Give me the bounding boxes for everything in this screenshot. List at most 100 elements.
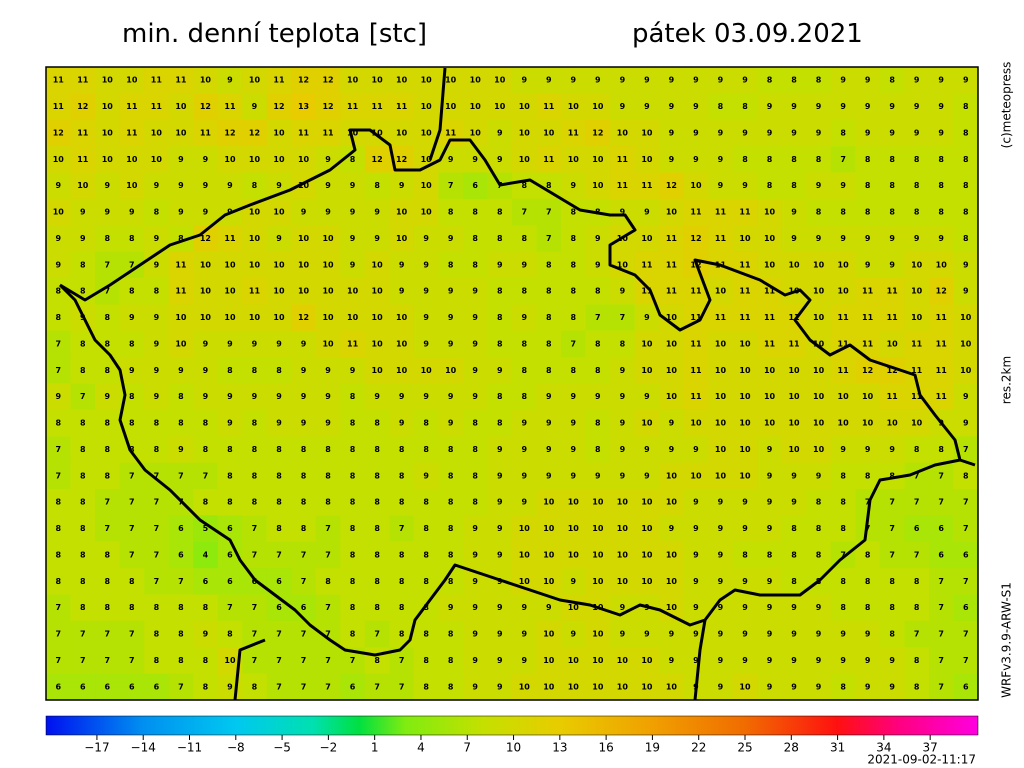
cell: [855, 304, 881, 332]
cell: [732, 119, 758, 147]
cell-value: 9: [399, 419, 405, 428]
cell-value: 9: [595, 260, 601, 269]
cell-value: 8: [472, 208, 478, 217]
cell: [168, 647, 194, 675]
cell-value: 10: [715, 287, 727, 296]
cell-value: 7: [203, 471, 209, 480]
cell: [193, 647, 219, 675]
cell-value: 9: [472, 550, 478, 559]
cell: [708, 489, 734, 516]
cell-value: 9: [521, 498, 527, 507]
cell-value: 9: [497, 128, 503, 137]
cell-value: 9: [325, 392, 331, 401]
cell: [119, 489, 145, 516]
cell-value: 9: [767, 524, 773, 533]
cell-value: 7: [252, 524, 258, 533]
cell: [830, 225, 856, 253]
cell-value: 8: [178, 656, 184, 665]
cell-value: 10: [224, 287, 236, 296]
cell-value: 7: [55, 445, 61, 454]
cell-value: 11: [838, 313, 850, 322]
cell: [413, 330, 439, 358]
cell-value: 10: [813, 313, 825, 322]
cell: [830, 436, 856, 464]
cell: [462, 304, 488, 332]
cell-value: 9: [472, 577, 478, 586]
cell: [732, 673, 758, 701]
cell-value: 8: [399, 550, 405, 559]
cell-value: 7: [55, 471, 61, 480]
cell: [389, 304, 415, 332]
cell: [610, 673, 636, 701]
cell: [70, 225, 96, 253]
cell: [168, 541, 194, 569]
cell-value: 10: [739, 471, 751, 480]
cell-value: 9: [448, 313, 454, 322]
cell-value: 9: [840, 181, 846, 190]
cell-value: 10: [470, 102, 482, 111]
cell-value: 10: [617, 260, 629, 269]
cell-value: 8: [718, 102, 724, 111]
cell: [119, 357, 145, 384]
cell-value: 9: [693, 128, 699, 137]
cell-value: 9: [154, 339, 160, 348]
cell-value: 8: [178, 234, 184, 243]
cell: [168, 119, 194, 147]
cell-value: 8: [105, 366, 111, 375]
cell-value: 10: [911, 313, 923, 322]
cell-value: 9: [178, 208, 184, 217]
cell-value: 8: [571, 234, 577, 243]
cell: [708, 198, 734, 226]
cell-value: 12: [273, 102, 284, 111]
cell: [315, 93, 341, 121]
cell: [487, 357, 513, 384]
cell: [561, 119, 587, 147]
cell: [683, 67, 709, 94]
cell-value: 8: [203, 445, 209, 454]
cell-value: 9: [521, 76, 527, 85]
cell-value: 8: [374, 603, 380, 612]
cell-value: 9: [497, 682, 503, 691]
cell-value: 10: [470, 128, 482, 137]
cell-value: 9: [154, 260, 160, 269]
cell-value: 8: [423, 630, 429, 639]
cell: [757, 304, 783, 332]
cell: [708, 647, 734, 675]
cell-value: 9: [472, 603, 478, 612]
cell: [634, 436, 660, 464]
cell-value: 9: [791, 498, 797, 507]
cell: [683, 119, 709, 147]
cell-value: 9: [203, 630, 209, 639]
model: WRFv3.9.9-ARW-S1: [1000, 582, 1014, 698]
cell: [536, 620, 562, 648]
cell-value: 10: [298, 287, 310, 296]
cell: [217, 357, 243, 384]
cell-value: 10: [519, 682, 531, 691]
cell: [610, 278, 636, 305]
cell: [487, 67, 513, 94]
cell-value: 8: [840, 498, 846, 507]
cell-value: 10: [249, 155, 261, 164]
colorbar-label: −17: [84, 741, 109, 755]
cell-value: 8: [816, 155, 822, 164]
cell: [462, 251, 488, 279]
cell: [953, 489, 979, 516]
cell-value: 7: [325, 524, 331, 533]
cell: [806, 383, 832, 411]
cell: [708, 93, 734, 121]
cell: [340, 620, 366, 648]
cell: [659, 225, 685, 253]
cell-value: 7: [521, 208, 527, 217]
cell: [953, 119, 979, 147]
cell-value: 8: [227, 498, 233, 507]
cell-value: 10: [764, 419, 776, 428]
cell-value: 12: [592, 128, 603, 137]
cell: [732, 383, 758, 411]
cell: [879, 594, 905, 622]
cell-value: 9: [693, 656, 699, 665]
cell: [928, 357, 954, 384]
cell: [830, 278, 856, 305]
cell-value: 8: [448, 630, 454, 639]
cell: [806, 515, 832, 543]
cell-value: 10: [666, 471, 678, 480]
